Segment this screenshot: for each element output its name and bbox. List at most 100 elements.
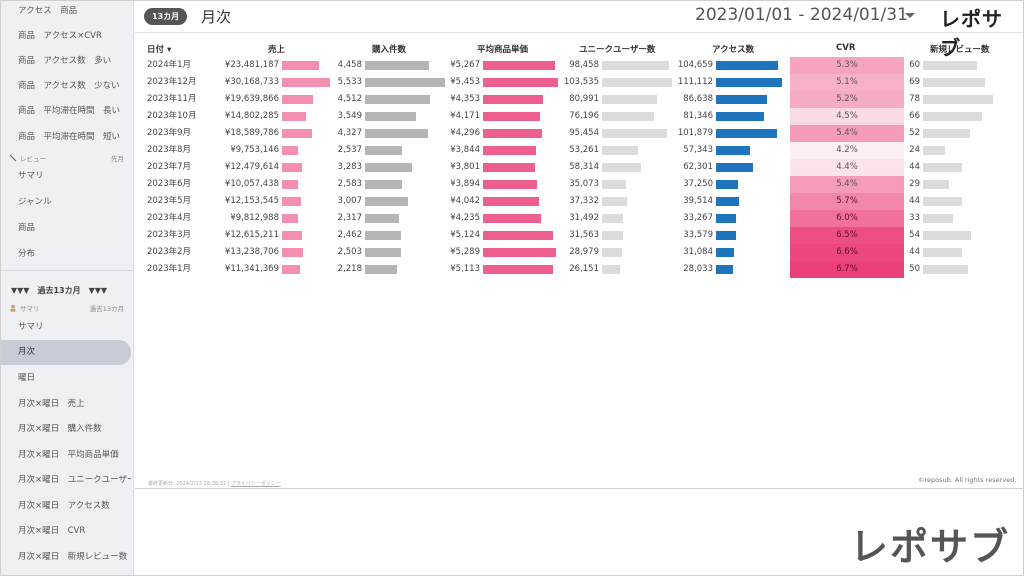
bar-unique-users [602, 61, 669, 70]
cell-access: 101,879 [677, 128, 713, 138]
bar-purchases [365, 146, 402, 155]
person-icon [10, 304, 16, 312]
bar-purchases [365, 197, 408, 206]
cell-purchases: 5,533 [337, 77, 362, 87]
bar-purchases [365, 129, 428, 138]
sidebar-item-active[interactable]: 月次 [1, 340, 131, 365]
sidebar-item[interactable]: 月次×曜日 売上 [18, 399, 85, 409]
sidebar-item[interactable]: 月次×曜日 新規レビュー数 [18, 552, 128, 562]
cell-new-reviews: 69 [909, 77, 920, 87]
table-row: 2023年5月 ¥12,153,545 3,007 ¥4,042 37,332 39,51… [135, 193, 1023, 210]
cell-cvr: 6.0% [790, 210, 904, 227]
bar-unique-users [602, 197, 627, 206]
sidebar-item[interactable]: ジャンル [18, 197, 52, 207]
sidebar-item[interactable]: サマリ [18, 322, 44, 332]
cell-cvr: 5.2% [790, 91, 904, 108]
bar-access [716, 163, 753, 172]
sidebar-item[interactable]: 商品 アクセス数 少ない [18, 81, 120, 91]
bar-sales [282, 78, 330, 87]
bar-avg-price [483, 146, 536, 155]
sidebar-item[interactable]: 商品 アクセス×CVR [18, 31, 102, 41]
bar-sales [282, 129, 312, 138]
bar-access [716, 214, 736, 223]
bar-purchases [365, 61, 429, 70]
bar-avg-price [483, 61, 555, 70]
column-header-unique-users[interactable]: ユニークユーザー数 [579, 45, 656, 55]
cell-unique-users: 58,314 [569, 162, 599, 172]
bar-sales [282, 248, 303, 257]
cell-purchases: 2,462 [337, 230, 362, 240]
cell-sales: ¥30,168,733 [224, 77, 279, 87]
sidebar-item[interactable]: 商品 平均滞在時間 短い [18, 132, 121, 142]
footer-separator: | [227, 481, 231, 487]
cell-purchases: 4,458 [337, 60, 362, 70]
cell-avg-price: ¥4,296 [450, 128, 480, 138]
cell-date: 2023年11月 [147, 94, 197, 104]
cell-access: 86,638 [683, 94, 713, 104]
cell-sales: ¥23,481,187 [224, 60, 279, 70]
bar-access [716, 61, 778, 70]
column-header-sales[interactable]: 売上 [268, 45, 286, 55]
bar-new-reviews [923, 129, 970, 138]
cell-sales: ¥12,479,614 [224, 162, 279, 172]
bar-avg-price [483, 248, 556, 257]
sidebar-item[interactable]: アクセス 商品 [18, 6, 78, 16]
table-row: 2023年4月 ¥9,812,988 2,317 ¥4,235 31,492 33,267… [135, 210, 1023, 227]
bar-purchases [365, 163, 412, 172]
sidebar-item[interactable]: サマリ [18, 171, 44, 181]
cell-cvr: 5.1% [790, 74, 904, 91]
bar-access [716, 78, 782, 87]
bar-new-reviews [923, 214, 953, 223]
column-header-access[interactable]: アクセス数 [712, 45, 755, 55]
cell-purchases: 2,317 [337, 213, 362, 223]
cell-new-reviews: 66 [909, 111, 920, 121]
cell-sales: ¥18,589,786 [224, 128, 279, 138]
column-header-purchases[interactable]: 購入件数 [372, 45, 407, 55]
bar-purchases [365, 214, 399, 223]
cell-unique-users: 98,458 [569, 60, 599, 70]
cell-access: 57,343 [683, 145, 713, 155]
sidebar-item[interactable]: 分布 [18, 249, 36, 259]
sidebar-item[interactable]: 月次×曜日 ユニークユーザー数 [18, 475, 131, 485]
bar-purchases [365, 265, 397, 274]
bar-unique-users [602, 265, 620, 274]
cell-unique-users: 76,196 [569, 111, 599, 121]
sidebar-item[interactable]: 商品 [18, 223, 36, 233]
cell-date: 2023年1月 [147, 264, 192, 274]
cell-access: 39,514 [683, 196, 713, 206]
column-header-cvr[interactable]: CVR [836, 43, 856, 53]
column-header-new-reviews[interactable]: 新規レビュー数 [930, 45, 990, 55]
sidebar-item[interactable]: 商品 アクセス数 多い [18, 56, 112, 66]
bar-unique-users [602, 180, 626, 189]
bar-new-reviews [923, 180, 949, 189]
bar-unique-users [602, 112, 654, 121]
brand-logo-large: レポサブ [850, 525, 1011, 569]
date-range-picker[interactable]: 2023/01/01 - 2024/01/31 [695, 5, 908, 25]
table-row: 2023年6月 ¥10,057,438 2,583 ¥3,894 35,073 37,25… [135, 176, 1023, 193]
bar-unique-users [602, 248, 622, 257]
sidebar-item[interactable]: 月次×曜日 購入件数 [18, 424, 102, 434]
column-header-date[interactable]: 日付 ▾ [147, 45, 172, 55]
cell-avg-price: ¥3,801 [450, 162, 480, 172]
cell-new-reviews: 54 [909, 230, 920, 240]
bar-sales [282, 146, 298, 155]
sidebar-item[interactable]: 月次×曜日 CVR [18, 526, 86, 536]
bar-purchases [365, 248, 401, 257]
bar-unique-users [602, 95, 657, 104]
sidebar-item[interactable]: 曜日 [18, 373, 36, 383]
cell-avg-price: ¥5,453 [450, 77, 480, 87]
cell-cvr: 5.7% [790, 193, 904, 210]
sidebar-item[interactable]: 月次×曜日 平均商品単価 [18, 450, 119, 460]
table-row: 2023年2月 ¥13,238,706 2,503 ¥5,289 28,979 31,08… [135, 244, 1023, 261]
sidebar-item[interactable]: 商品 平均滞在時間 長い [18, 106, 121, 116]
privacy-policy-link[interactable]: プライバシーポリシー [230, 481, 281, 487]
cell-new-reviews: 50 [909, 264, 920, 274]
column-header-avg-price[interactable]: 平均商品単価 [477, 45, 529, 55]
section-period: 先月 [111, 155, 124, 163]
chevron-down-icon[interactable] [905, 13, 915, 18]
bar-new-reviews [923, 61, 977, 70]
bar-unique-users [602, 231, 623, 240]
sidebar-item[interactable]: 月次×曜日 アクセス数 [18, 501, 110, 511]
section-label: レビュー [20, 155, 46, 163]
cell-avg-price: ¥3,844 [450, 145, 480, 155]
